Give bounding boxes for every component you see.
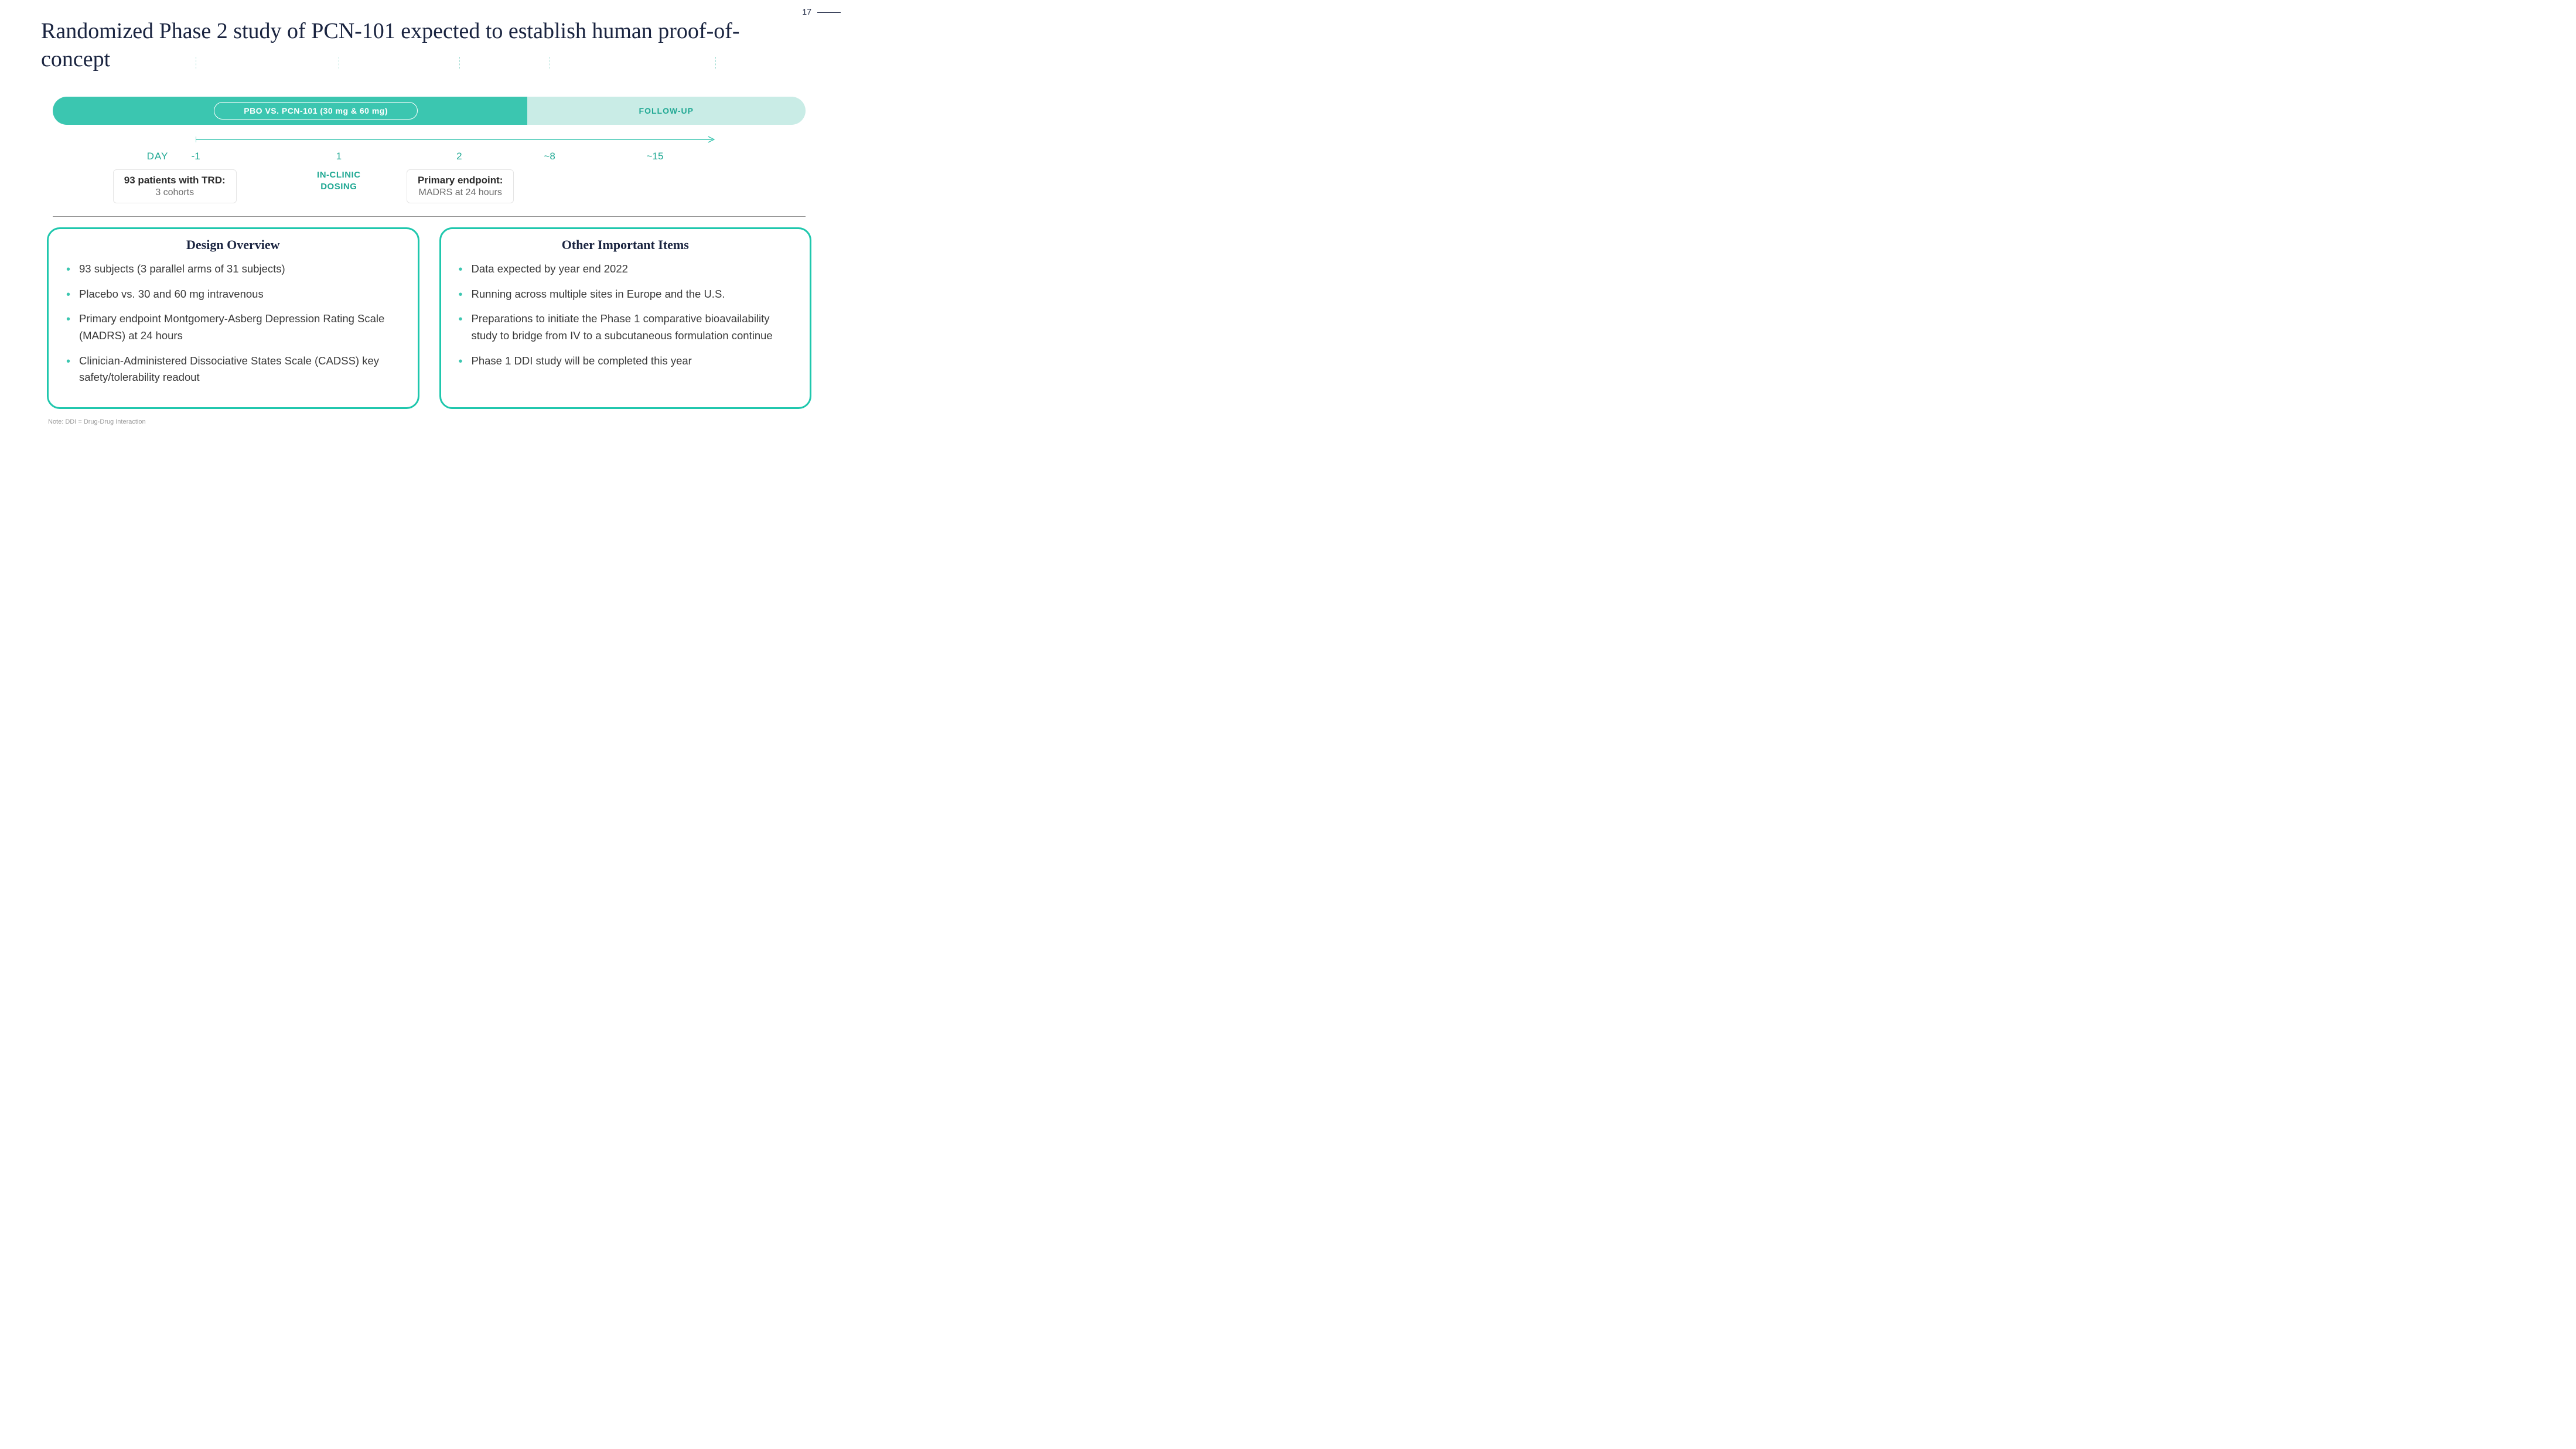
inclinic-label: IN-CLINIC DOSING [317, 169, 361, 192]
patients-box: 93 patients with TRD: 3 cohorts [113, 169, 237, 203]
timeline-annotations: 93 patients with TRD: 3 cohorts IN-CLINI… [53, 169, 806, 210]
other-items-list: Data expected by year end 2022 Running ac… [459, 261, 793, 369]
inclinic-line1: IN-CLINIC [317, 170, 361, 180]
tick [459, 57, 460, 69]
endpoint-box-sub: MADRS at 24 hours [418, 187, 503, 198]
list-item: Primary endpoint Montgomery-Asberg Depre… [66, 311, 400, 344]
list-item: Placebo vs. 30 and 60 mg intravenous [66, 286, 400, 303]
divider [53, 216, 806, 217]
panels-row: Design Overview 93 subjects (3 parallel … [47, 227, 811, 409]
patients-box-sub: 3 cohorts [124, 187, 226, 198]
list-item: 93 subjects (3 parallel arms of 31 subje… [66, 261, 400, 278]
day-value: 1 [336, 151, 342, 162]
inclinic-line2: DOSING [320, 182, 357, 192]
design-overview-title: Design Overview [66, 237, 400, 253]
day-label: DAY [147, 151, 169, 162]
footnote: Note: DDI = Drug-Drug Interaction [48, 418, 817, 425]
endpoint-box: Primary endpoint: MADRS at 24 hours [407, 169, 514, 203]
endpoint-box-title: Primary endpoint: [418, 175, 503, 186]
timeline-pill: PBO VS. PCN-101 (30 mg & 60 mg) FOLLOW-U… [53, 97, 806, 125]
timeline: PBO VS. PCN-101 (30 mg & 60 mg) FOLLOW-U… [53, 57, 806, 210]
day-value: ~8 [544, 151, 555, 162]
pill-treatment-phase: PBO VS. PCN-101 (30 mg & 60 mg) [53, 97, 527, 125]
pill-followup-phase: FOLLOW-UP [527, 97, 806, 125]
tick [715, 57, 716, 69]
list-item: Data expected by year end 2022 [459, 261, 793, 278]
other-items-panel: Other Important Items Data expected by y… [439, 227, 812, 409]
pill-treatment-label: PBO VS. PCN-101 (30 mg & 60 mg) [214, 102, 418, 120]
day-value: ~15 [647, 151, 664, 162]
timeline-arrow [196, 135, 715, 147]
list-item: Running across multiple sites in Europe … [459, 286, 793, 303]
day-value: -1 [192, 151, 200, 162]
list-item: Phase 1 DDI study will be completed this… [459, 353, 793, 370]
timeline-ticks [53, 57, 806, 69]
other-items-title: Other Important Items [459, 237, 793, 253]
design-overview-panel: Design Overview 93 subjects (3 parallel … [47, 227, 419, 409]
patients-box-title: 93 patients with TRD: [124, 175, 226, 186]
timeline-day-row: DAY -1 1 2 ~8 ~15 [53, 151, 806, 167]
design-overview-list: 93 subjects (3 parallel arms of 31 subje… [66, 261, 400, 386]
list-item: Clinician-Administered Dissociative Stat… [66, 353, 400, 386]
day-value: 2 [456, 151, 462, 162]
page-number: 17 [802, 7, 841, 16]
list-item: Preparations to initiate the Phase 1 com… [459, 311, 793, 344]
